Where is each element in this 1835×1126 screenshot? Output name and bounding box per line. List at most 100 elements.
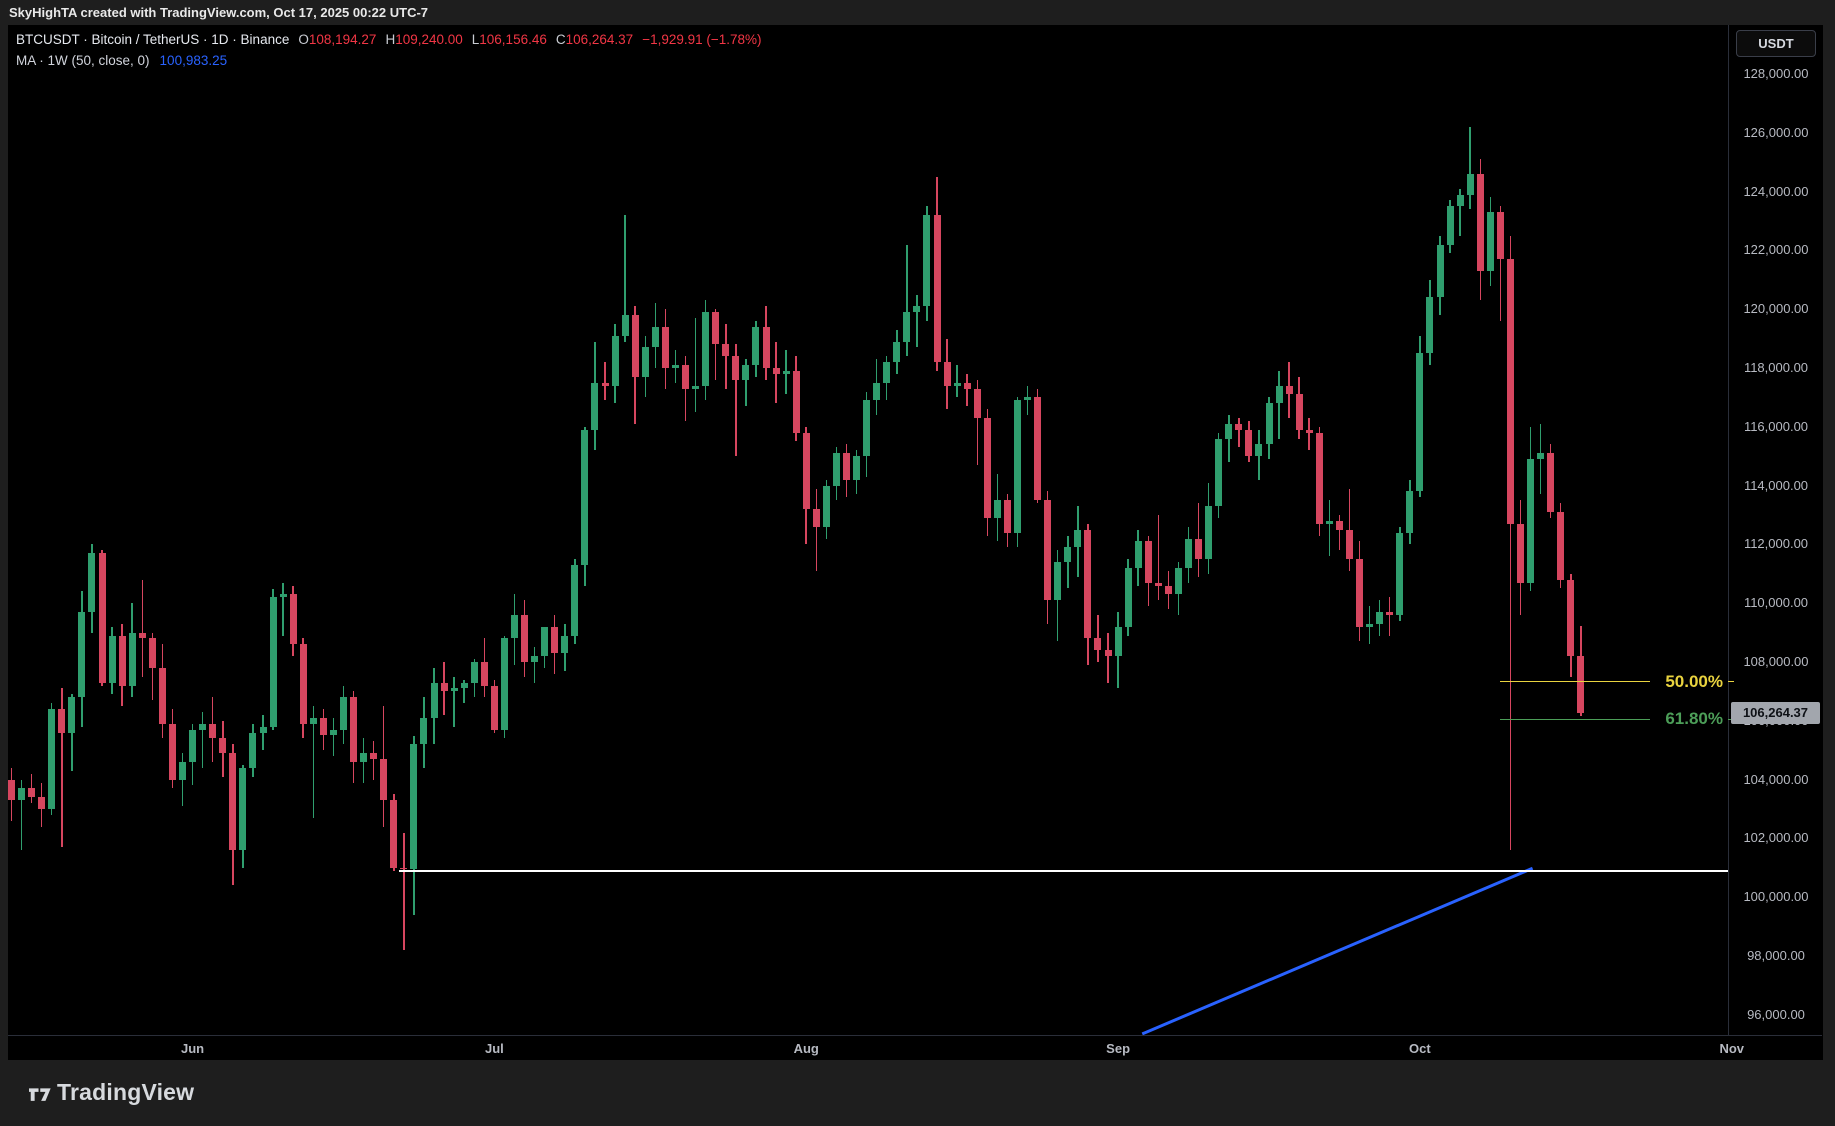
symbol-title[interactable]: BTCUSDT · Bitcoin / TetherUS · 1D · Bina… — [16, 32, 290, 47]
candle-body — [360, 753, 368, 762]
candle-body — [148, 638, 156, 668]
time-axis[interactable]: Jun Jul Aug Sep Oct Nov — [8, 1035, 1822, 1061]
candle-wick — [332, 717, 335, 757]
candle-body — [8, 779, 15, 801]
candle-wick — [624, 215, 626, 342]
candle-body — [339, 697, 347, 730]
candle-wick — [725, 323, 727, 389]
candle-wick — [916, 294, 918, 348]
candle-body — [511, 614, 518, 639]
candle-body — [249, 732, 257, 768]
candle-body — [1376, 612, 1384, 624]
candle-body — [179, 761, 187, 780]
horizontal-ray[interactable] — [398, 869, 1728, 872]
candle-body — [460, 682, 468, 689]
candle-body — [410, 744, 418, 870]
candle-body — [1325, 520, 1333, 524]
candle-body — [1506, 259, 1514, 524]
candle-body — [1185, 538, 1193, 568]
candle-body — [792, 370, 800, 433]
candle-body — [28, 788, 36, 798]
candle-body — [611, 335, 619, 386]
candle-body — [591, 382, 599, 430]
candle-body — [88, 553, 96, 613]
candle-body — [772, 368, 780, 374]
candle-body — [269, 597, 277, 727]
ma-legend-label[interactable]: MA · 1W (50, close, 0) — [16, 53, 150, 68]
price-axis[interactable]: USDT 128,000.00 126,000.00 124,000.00 122,0… — [1728, 25, 1823, 1060]
candle-wick — [533, 647, 536, 683]
candle-body — [752, 326, 760, 366]
ma-trend-line[interactable] — [8, 25, 1728, 1035]
currency-button[interactable]: USDT — [1736, 30, 1816, 57]
change-value: −1,929.91 (−1.78%) — [642, 32, 762, 47]
low-key: L — [471, 32, 480, 47]
time-tick-label: Aug — [793, 1041, 819, 1056]
candle-body — [1345, 529, 1353, 560]
candle-wick — [463, 679, 465, 704]
time-tick-label: Nov — [1719, 1041, 1745, 1056]
candle-body — [1044, 500, 1052, 601]
chart-widget: 50.00% 61.80% BTCUSDT · Bitcoin / TetherU… — [8, 25, 1823, 1061]
candle-body — [842, 453, 850, 480]
candle-body — [370, 753, 378, 759]
candle-body — [229, 753, 237, 851]
candle-body — [1255, 444, 1263, 457]
candle-body — [1496, 212, 1504, 260]
candle-body — [1285, 385, 1293, 395]
candle-body — [380, 759, 388, 801]
candle-body — [1557, 512, 1565, 580]
candle-body — [1335, 520, 1343, 530]
close-value: 106,264.37 — [565, 32, 634, 47]
candle-wick — [694, 318, 697, 413]
candle-body — [480, 662, 488, 686]
candle-body — [983, 417, 991, 518]
candle-body — [1094, 638, 1102, 651]
candle-body — [450, 688, 458, 692]
candle-wick — [1228, 415, 1230, 463]
candle-body — [732, 356, 740, 380]
candle-wick — [1539, 423, 1542, 495]
candle-body — [118, 635, 126, 686]
candle-body — [1024, 397, 1032, 401]
candle-body — [128, 632, 136, 686]
candle-body — [893, 341, 901, 363]
candle-wick — [141, 579, 144, 677]
candle-body — [1356, 559, 1364, 627]
fib-level-line[interactable] — [1500, 681, 1651, 683]
candle-wick — [403, 832, 405, 951]
candle-wick — [1459, 188, 1461, 236]
candle-wick — [906, 244, 908, 357]
candle-wick — [201, 711, 204, 768]
fib-label-61-8[interactable]: 61.80% — [1665, 709, 1723, 729]
candle-body — [541, 626, 549, 657]
candle-wick — [312, 706, 315, 818]
candle-body — [18, 788, 26, 801]
candle-body — [1034, 397, 1042, 501]
tradingview-logo-icon[interactable] — [29, 1081, 55, 1112]
ma-legend-row[interactable]: MA · 1W (50, close, 0) 100,983.25 — [16, 50, 762, 71]
fib-level-line[interactable] — [1500, 718, 1651, 720]
chart-pane[interactable]: 50.00% 61.80% BTCUSDT · Bitcoin / TetherU… — [8, 25, 1728, 1035]
price-tick-label: 102,000.00 — [1743, 830, 1809, 846]
candle-body — [1084, 529, 1092, 639]
candle-body — [58, 709, 66, 733]
candle-wick — [1338, 515, 1341, 551]
candle-wick — [1328, 500, 1331, 557]
candle-body — [1547, 453, 1555, 513]
candle-wick — [1388, 597, 1391, 636]
price-tick-label: 110,000.00 — [1743, 595, 1809, 611]
candle-body — [1446, 206, 1454, 245]
candle-body — [521, 614, 529, 662]
fib-label-50[interactable]: 50.00% — [1665, 671, 1723, 691]
time-tick-label: Jul — [484, 1041, 504, 1056]
candle-body — [973, 388, 981, 418]
candle-body — [903, 312, 911, 342]
candle-body — [953, 382, 961, 386]
candle-body — [913, 306, 921, 313]
time-tick-label: Sep — [1106, 1041, 1131, 1056]
brand-name[interactable]: TradingView — [57, 1079, 195, 1105]
candle-body — [1003, 500, 1011, 533]
symbol-legend-row[interactable]: BTCUSDT · Bitcoin / TetherUS · 1D · Bina… — [16, 29, 762, 50]
snapshot-title: SkyHighTA created with TradingView.com, … — [9, 5, 429, 20]
